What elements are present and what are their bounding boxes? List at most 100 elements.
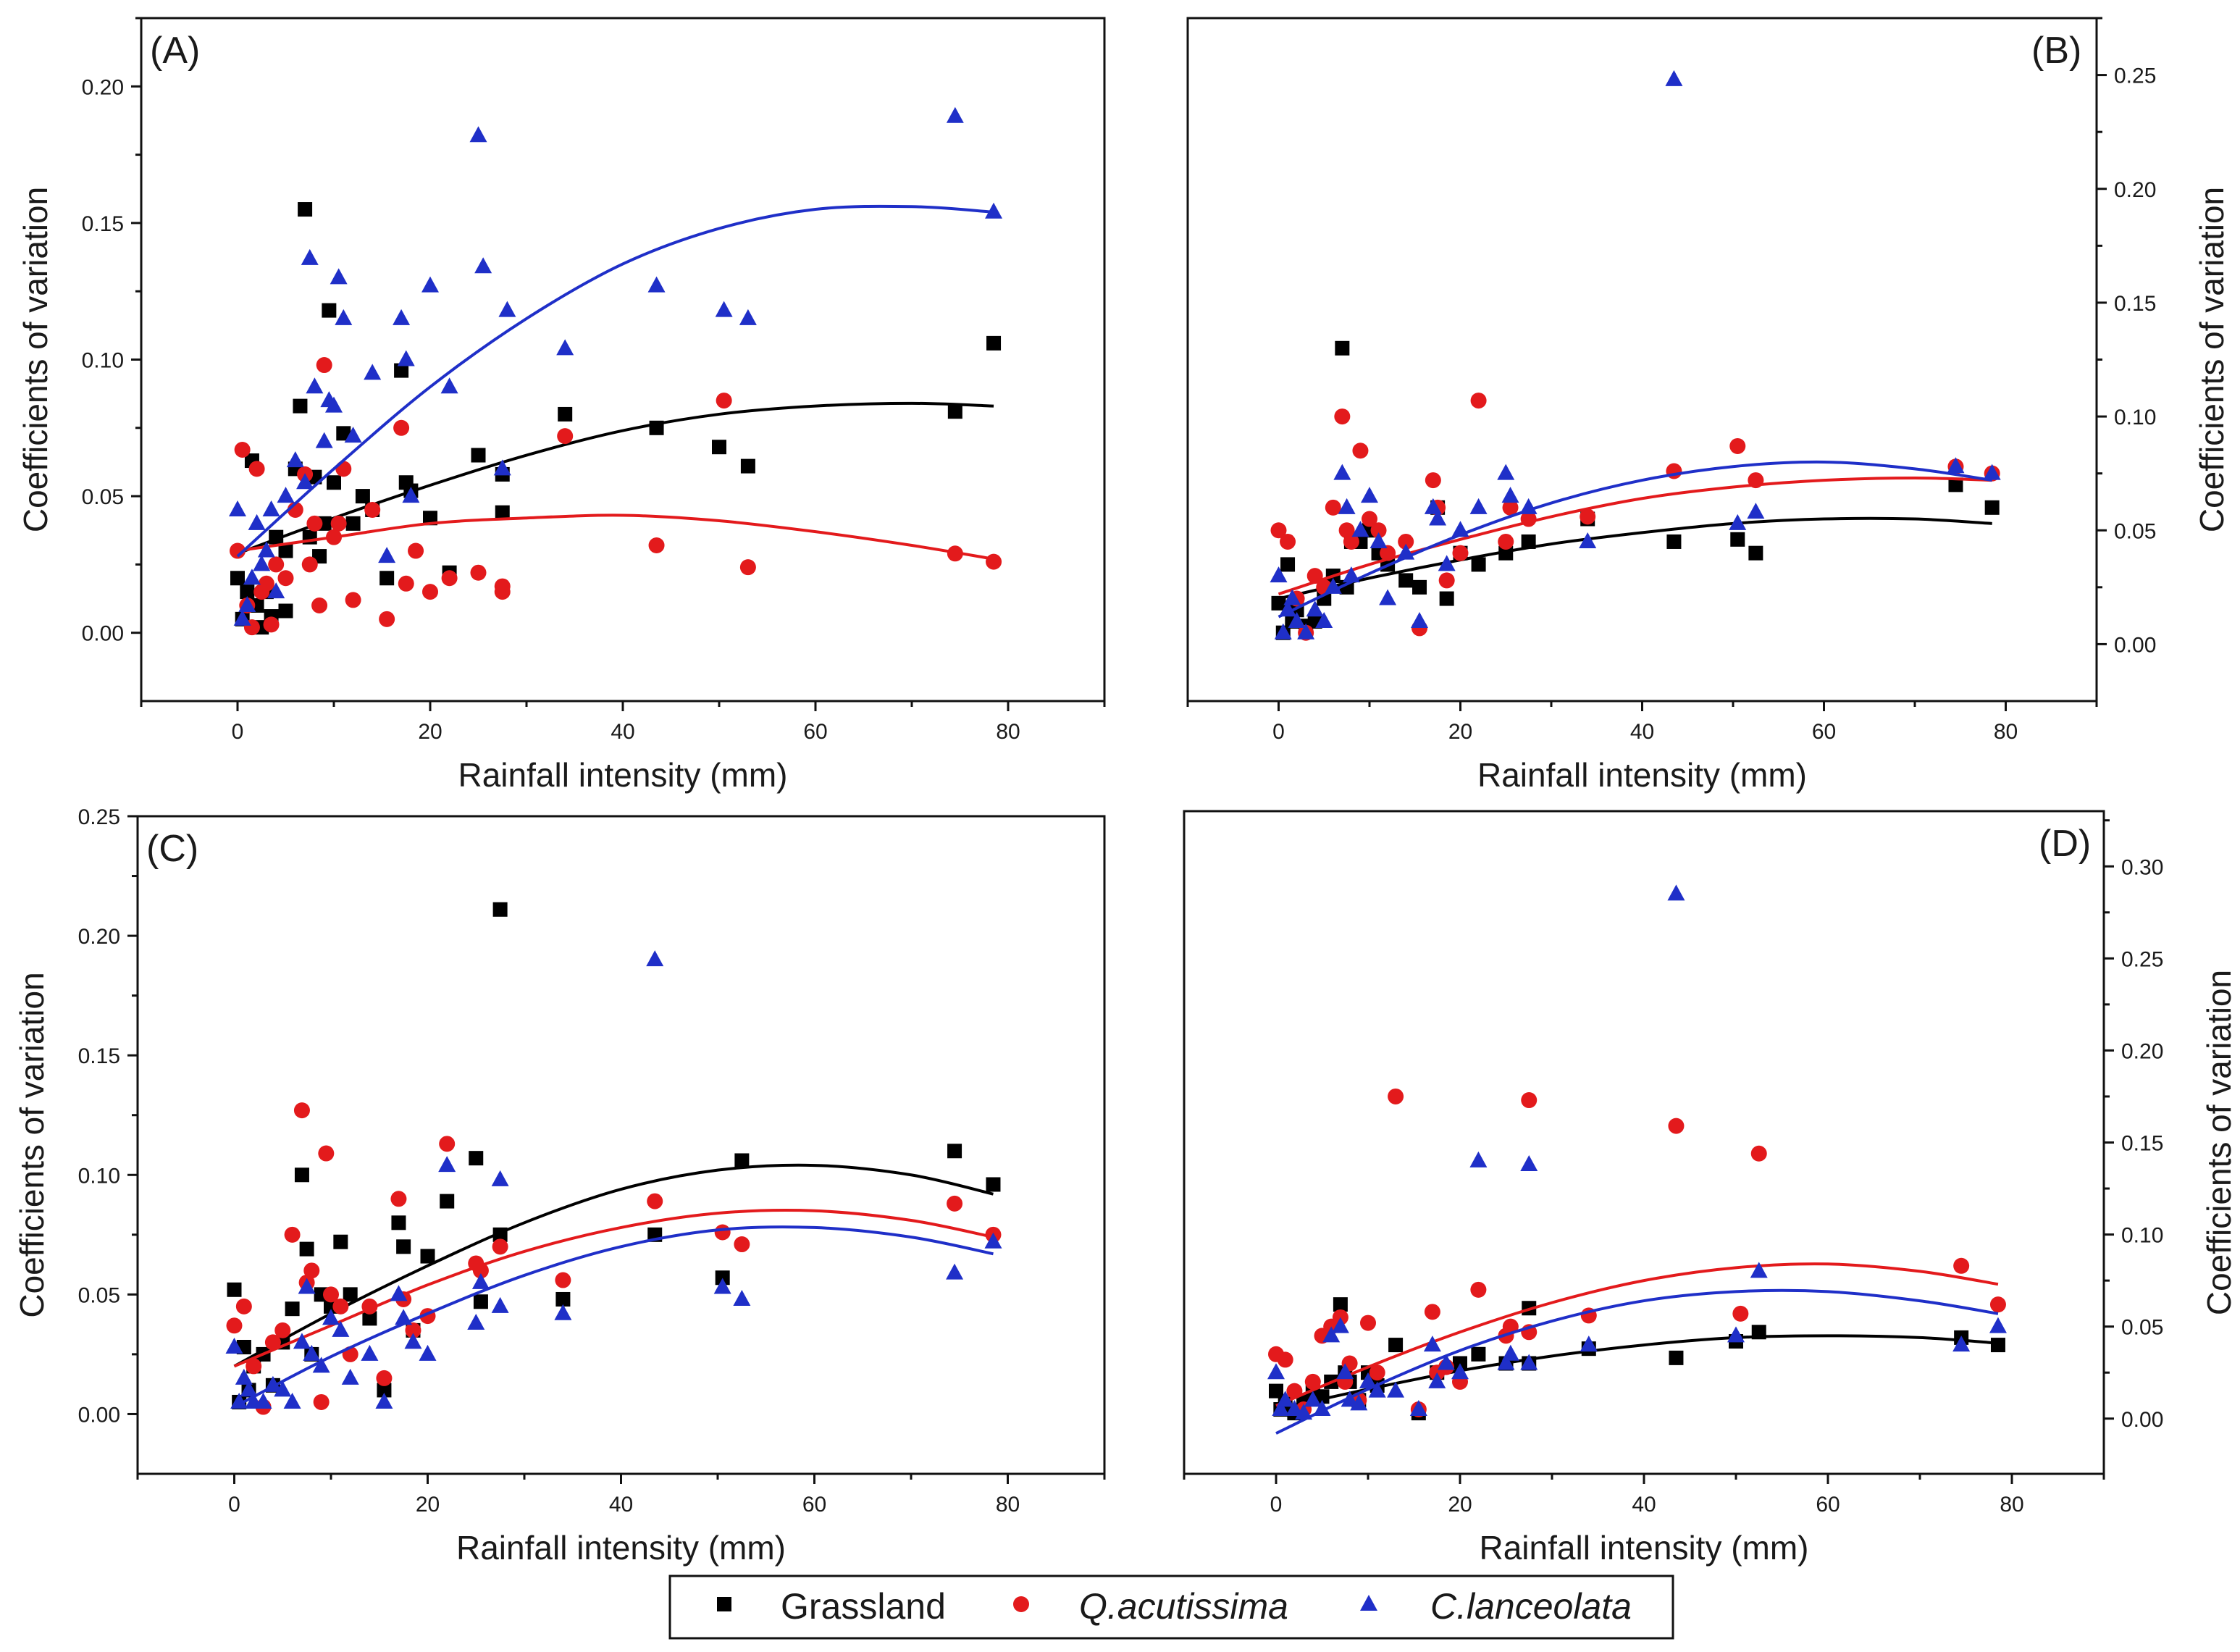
data-point bbox=[248, 513, 266, 530]
data-point bbox=[1428, 1372, 1446, 1388]
series-grassland bbox=[227, 902, 1001, 1409]
data-point bbox=[1424, 1304, 1440, 1320]
y-tick-label: 0.30 bbox=[2121, 855, 2163, 879]
data-point bbox=[1497, 1354, 1515, 1370]
y-tick-label: 0.10 bbox=[78, 1164, 120, 1188]
data-point bbox=[1324, 577, 1342, 594]
fit-curve bbox=[1275, 1288, 1999, 1435]
data-point bbox=[712, 440, 726, 455]
data-point bbox=[1351, 521, 1369, 537]
data-point bbox=[303, 1262, 320, 1279]
data-point bbox=[277, 487, 295, 503]
data-point bbox=[254, 1392, 272, 1409]
data-point bbox=[648, 537, 665, 553]
data-point bbox=[312, 1357, 330, 1373]
x-tick-label: 20 bbox=[1448, 720, 1472, 744]
y-axis-title: Coefficients of variation bbox=[2193, 187, 2231, 532]
data-point bbox=[243, 569, 261, 585]
data-point bbox=[1368, 1381, 1386, 1398]
x-tick-label: 0 bbox=[1272, 720, 1285, 744]
data-point bbox=[344, 427, 362, 443]
fit-curve bbox=[1275, 1262, 1999, 1407]
data-point bbox=[1370, 522, 1387, 539]
data-point bbox=[1338, 498, 1356, 514]
data-point bbox=[1666, 534, 1682, 549]
data-point bbox=[240, 584, 255, 600]
data-point bbox=[647, 276, 666, 293]
x-tick-label: 80 bbox=[1994, 720, 2018, 744]
y-axis: 0.00 0.05 0.10 0.15 0.20 Coefficients of vari… bbox=[17, 17, 141, 646]
data-point bbox=[323, 1286, 339, 1303]
data-point bbox=[440, 1194, 455, 1209]
data-point bbox=[491, 1170, 509, 1186]
data-point bbox=[341, 1368, 359, 1385]
data-point bbox=[313, 1393, 330, 1410]
data-point bbox=[315, 432, 333, 448]
data-point bbox=[345, 516, 361, 531]
data-point bbox=[1438, 572, 1455, 589]
y-tick-label: 0.05 bbox=[2121, 1316, 2163, 1340]
data-point bbox=[296, 473, 314, 490]
data-point bbox=[1411, 611, 1429, 628]
data-point bbox=[301, 556, 318, 573]
y-tick-label: 0.15 bbox=[2121, 1132, 2163, 1156]
data-point bbox=[1423, 1336, 1441, 1352]
data-point bbox=[1497, 464, 1515, 480]
data-point bbox=[294, 1167, 309, 1183]
data-point bbox=[420, 1249, 435, 1264]
fit-curve bbox=[1278, 460, 1992, 619]
data-point bbox=[470, 564, 487, 581]
data-point bbox=[1322, 1326, 1341, 1343]
data-point bbox=[1520, 1354, 1538, 1370]
chart-panel-2: 0 20 40 60 80 Rainfall intensity (mm) 0.00 0.05… bbox=[1186, 17, 2231, 794]
data-point bbox=[278, 543, 293, 558]
data-point bbox=[311, 597, 328, 613]
data-point bbox=[419, 1344, 437, 1361]
data-point bbox=[739, 309, 757, 325]
legend-entry: Q.acutissima bbox=[1013, 1586, 1288, 1627]
data-point bbox=[361, 1344, 379, 1361]
panel-label: (D) bbox=[2039, 823, 2091, 865]
data-point bbox=[1380, 545, 1396, 561]
data-point bbox=[554, 1304, 572, 1320]
data-point bbox=[1304, 1391, 1322, 1407]
data-point bbox=[227, 1282, 242, 1297]
data-point bbox=[391, 1215, 406, 1230]
data-point bbox=[1343, 533, 1359, 550]
data-point bbox=[1359, 1372, 1377, 1388]
chart-panel-1: 0 20 40 60 80 Rainfall intensity (mm) 0.00 0.05… bbox=[17, 17, 1106, 794]
data-point bbox=[734, 1236, 750, 1253]
x-tick-label: 40 bbox=[609, 1493, 633, 1517]
data-point bbox=[1438, 555, 1456, 571]
fit-curve bbox=[233, 1209, 994, 1368]
data-point bbox=[361, 1298, 378, 1315]
data-point bbox=[1452, 545, 1469, 561]
data-point bbox=[1361, 487, 1378, 503]
data-point bbox=[1274, 623, 1292, 640]
x-tick-label: 40 bbox=[1630, 720, 1654, 744]
data-point bbox=[1470, 1281, 1487, 1298]
fit-curve bbox=[233, 1163, 994, 1368]
data-point bbox=[471, 1272, 490, 1289]
y-tick-label: 0.05 bbox=[2114, 519, 2156, 543]
series-grassland bbox=[230, 202, 1002, 635]
data-point bbox=[1437, 1354, 1455, 1370]
data-point bbox=[330, 268, 348, 285]
data-area bbox=[229, 106, 1003, 636]
data-point bbox=[1750, 1145, 1767, 1162]
data-point bbox=[285, 1301, 300, 1317]
data-point bbox=[1665, 70, 1683, 86]
data-point bbox=[246, 1358, 262, 1375]
data-point bbox=[258, 575, 274, 592]
data-point bbox=[1369, 1364, 1385, 1381]
data-point bbox=[646, 950, 664, 967]
data-point bbox=[327, 475, 341, 490]
data-point bbox=[1521, 534, 1536, 549]
y-tick-label: 0.25 bbox=[2114, 64, 2156, 88]
data-point bbox=[1990, 1338, 2005, 1353]
data-point bbox=[440, 377, 458, 394]
data-point bbox=[438, 1156, 456, 1173]
data-point bbox=[263, 616, 280, 633]
data-point bbox=[298, 1278, 316, 1294]
